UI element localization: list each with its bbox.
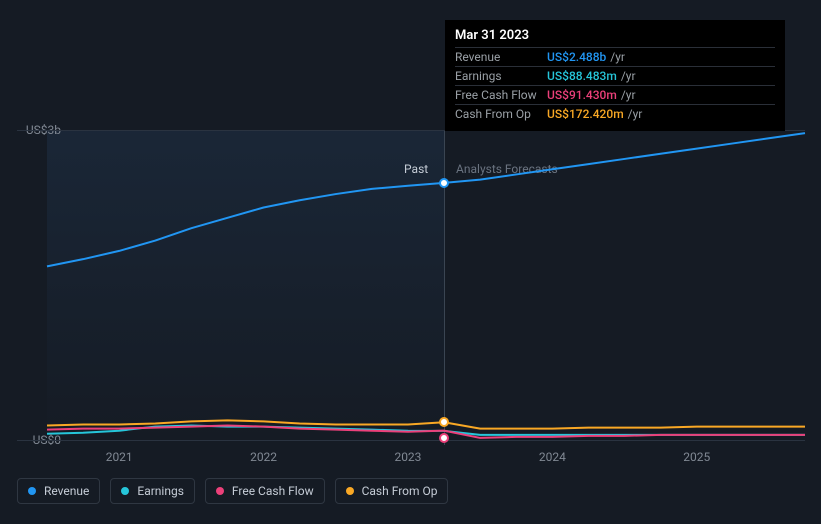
legend-item-cfo[interactable]: Cash From Op — [335, 478, 449, 504]
legend-item-earnings[interactable]: Earnings — [110, 478, 195, 504]
legend-label: Revenue — [44, 484, 89, 498]
tooltip-row-unit: /yr — [610, 50, 625, 64]
tooltip-row: Free Cash FlowUS$91.430m/yr — [455, 85, 775, 104]
plot-area: Past Analysts Forecasts — [47, 130, 805, 440]
legend-dot-icon — [346, 487, 354, 495]
legend-dot-icon — [216, 487, 224, 495]
revenue-line — [47, 133, 805, 266]
tooltip-row: RevenueUS$2.488b/yr — [455, 47, 775, 66]
cfo-marker — [439, 417, 449, 427]
tooltip-row-label: Cash From Op — [455, 107, 547, 121]
tooltip-row: Cash From OpUS$172.420m/yr — [455, 104, 775, 123]
tooltip-row-value: US$91.430m — [547, 88, 617, 102]
legend-dot-icon — [121, 487, 129, 495]
tooltip-row-unit: /yr — [621, 69, 636, 83]
x-axis-label: 2023 — [394, 450, 421, 464]
tooltip-row-unit: /yr — [628, 107, 643, 121]
tooltip-row-label: Free Cash Flow — [455, 88, 547, 102]
legend: Revenue Earnings Free Cash Flow Cash From O… — [17, 478, 448, 504]
legend-label: Free Cash Flow — [232, 484, 314, 498]
tooltip: Mar 31 2023 RevenueUS$2.488b/yrEarningsU… — [445, 20, 785, 131]
tooltip-row-label: Revenue — [455, 50, 547, 64]
legend-item-fcf[interactable]: Free Cash Flow — [205, 478, 325, 504]
chart-container: Mar 31 2023 RevenueUS$2.488b/yrEarningsU… — [17, 10, 805, 514]
x-axis-label: 2021 — [106, 450, 133, 464]
tooltip-row-value: US$88.483m — [547, 69, 617, 83]
tooltip-title: Mar 31 2023 — [455, 28, 775, 47]
tooltip-row-value: US$2.488b — [547, 50, 606, 64]
chart-lines — [47, 130, 805, 440]
legend-label: Cash From Op — [362, 484, 438, 498]
tooltip-row-value: US$172.420m — [547, 107, 624, 121]
legend-dot-icon — [28, 487, 36, 495]
revenue-marker — [439, 178, 449, 188]
tooltip-row-unit: /yr — [621, 88, 636, 102]
legend-label: Earnings — [137, 484, 184, 498]
tooltip-row-label: Earnings — [455, 69, 547, 83]
legend-item-revenue[interactable]: Revenue — [17, 478, 100, 504]
gridline — [17, 440, 805, 441]
fcf-marker — [439, 433, 449, 443]
x-axis-label: 2025 — [683, 450, 710, 464]
x-axis-label: 2024 — [539, 450, 566, 464]
tooltip-row: EarningsUS$88.483m/yr — [455, 66, 775, 85]
x-axis-label: 2022 — [250, 450, 277, 464]
